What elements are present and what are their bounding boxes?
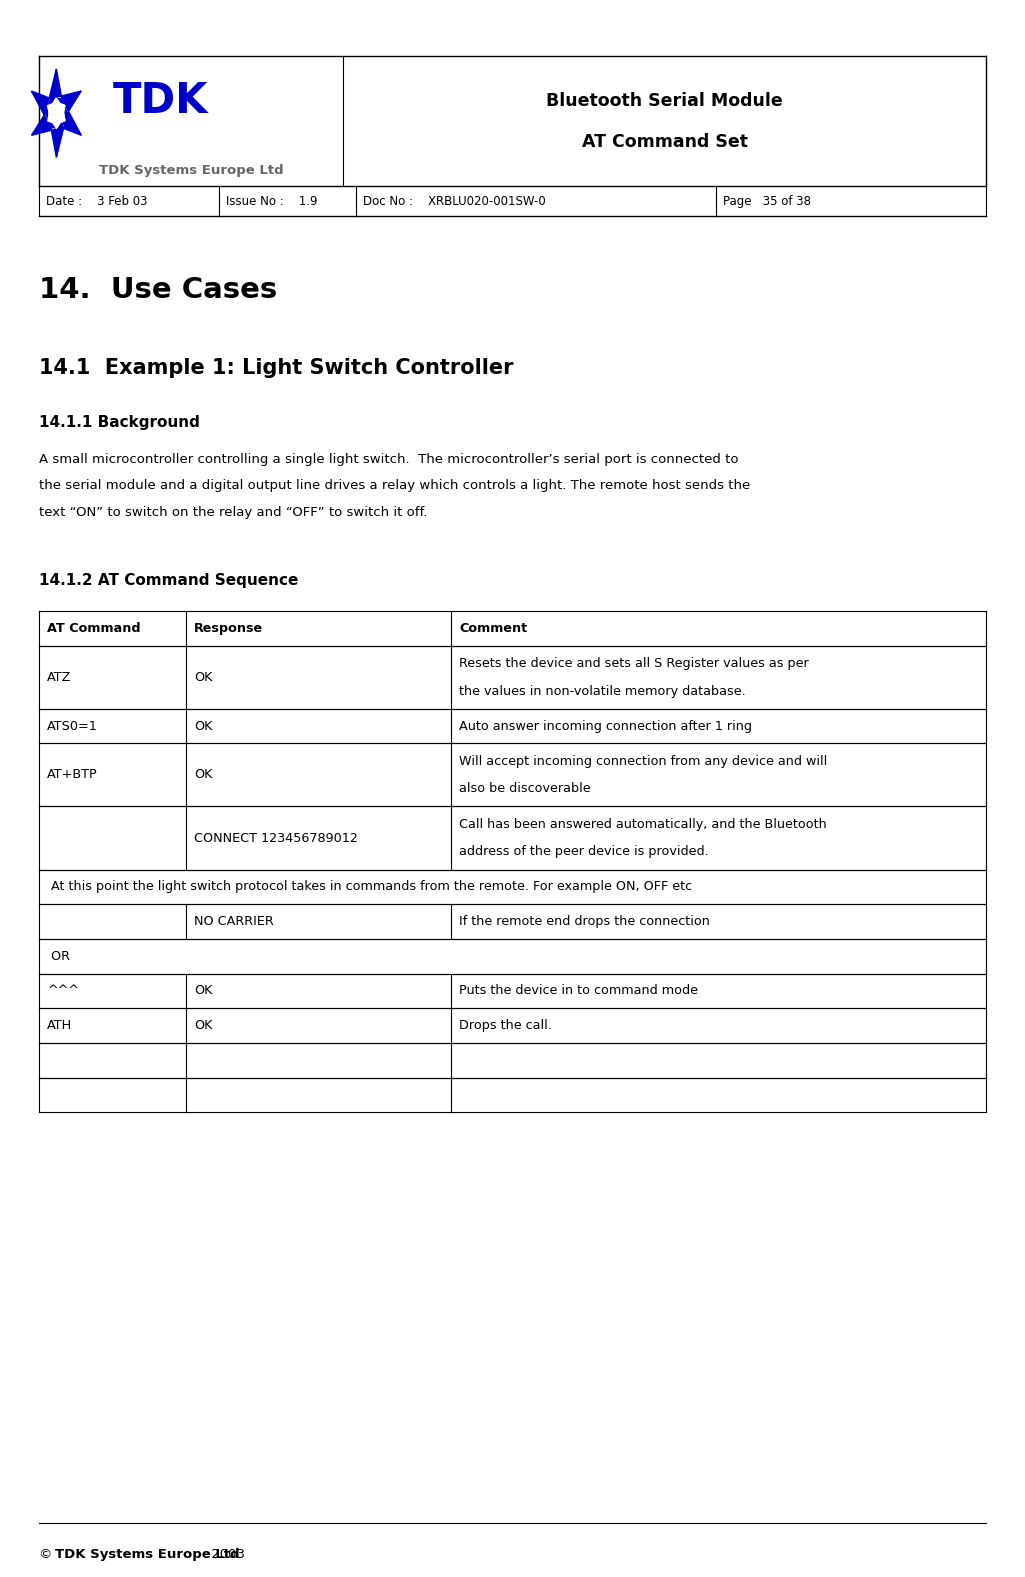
Text: OK: OK (194, 768, 212, 782)
Text: Issue No :    1.9: Issue No : 1.9 (227, 194, 318, 208)
Text: Doc No :    XRBLU020-001SW-0: Doc No : XRBLU020-001SW-0 (364, 194, 546, 208)
Text: text “ON” to switch on the relay and “OFF” to switch it off.: text “ON” to switch on the relay and “OF… (39, 506, 427, 519)
Text: OK: OK (194, 1019, 212, 1033)
Text: NO CARRIER: NO CARRIER (194, 915, 274, 929)
Text: TDK Systems Europe Ltd: TDK Systems Europe Ltd (55, 1549, 240, 1561)
Text: OK: OK (194, 719, 212, 733)
Text: 14.1.2 AT Command Sequence: 14.1.2 AT Command Sequence (39, 572, 298, 588)
Polygon shape (53, 98, 65, 106)
Text: Resets the device and sets all S Register values as per: Resets the device and sets all S Registe… (459, 656, 809, 670)
Text: A small microcontroller controlling a single light switch.  The microcontroller’: A small microcontroller controlling a si… (39, 453, 738, 465)
Text: address of the peer device is provided.: address of the peer device is provided. (459, 845, 709, 858)
Text: Response: Response (194, 621, 263, 636)
Polygon shape (48, 106, 53, 123)
Text: ATZ: ATZ (47, 670, 72, 684)
Polygon shape (59, 104, 65, 121)
Text: CONNECT 123456789012: CONNECT 123456789012 (194, 831, 358, 845)
Polygon shape (56, 114, 65, 128)
Text: also be discoverable: also be discoverable (459, 782, 590, 795)
Text: Comment: Comment (459, 621, 527, 636)
Text: Auto answer incoming connection after 1 ring: Auto answer incoming connection after 1 … (459, 719, 752, 733)
Polygon shape (62, 91, 81, 136)
Text: OK: OK (194, 670, 212, 684)
Text: ^^^: ^^^ (47, 984, 79, 998)
Text: AT Command: AT Command (47, 621, 140, 636)
Polygon shape (48, 121, 59, 128)
Text: AT+BTP: AT+BTP (47, 768, 98, 782)
Polygon shape (45, 99, 68, 128)
Text: Bluetooth Serial Module: Bluetooth Serial Module (546, 91, 783, 109)
Text: TDK: TDK (113, 80, 208, 121)
Polygon shape (56, 114, 81, 158)
Text: ATS0=1: ATS0=1 (47, 719, 98, 733)
Text: ©: © (39, 1549, 56, 1561)
Text: OR: OR (47, 949, 70, 964)
Text: 2003: 2003 (207, 1549, 245, 1561)
Text: 14.1.1 Background: 14.1.1 Background (39, 415, 200, 431)
Text: the serial module and a digital output line drives a relay which controls a ligh: the serial module and a digital output l… (39, 479, 750, 492)
Text: Will accept incoming connection from any device and will: Will accept incoming connection from any… (459, 754, 827, 768)
Text: At this point the light switch protocol takes in commands from the remote. For e: At this point the light switch protocol … (47, 880, 692, 894)
Text: Page   35 of 38: Page 35 of 38 (724, 194, 812, 208)
Text: 14.1  Example 1: Light Switch Controller: 14.1 Example 1: Light Switch Controller (39, 358, 514, 378)
Polygon shape (51, 69, 81, 99)
Polygon shape (32, 128, 62, 158)
Text: Date :    3 Feb 03: Date : 3 Feb 03 (46, 194, 148, 208)
Polygon shape (32, 69, 56, 114)
Text: Puts the device in to command mode: Puts the device in to command mode (459, 984, 698, 998)
Text: the values in non-volatile memory database.: the values in non-volatile memory databa… (459, 684, 746, 697)
Polygon shape (48, 98, 56, 114)
Text: OK: OK (194, 984, 212, 998)
Text: Drops the call.: Drops the call. (459, 1019, 552, 1033)
Polygon shape (32, 91, 51, 136)
Text: 14.  Use Cases: 14. Use Cases (39, 276, 277, 304)
Text: Call has been answered automatically, and the Bluetooth: Call has been answered automatically, an… (459, 817, 827, 831)
Text: ATH: ATH (47, 1019, 73, 1033)
Text: AT Command Set: AT Command Set (582, 132, 747, 150)
Text: If the remote end drops the connection: If the remote end drops the connection (459, 915, 710, 929)
Text: TDK Systems Europe Ltd: TDK Systems Europe Ltd (98, 164, 284, 177)
Polygon shape (49, 104, 64, 123)
